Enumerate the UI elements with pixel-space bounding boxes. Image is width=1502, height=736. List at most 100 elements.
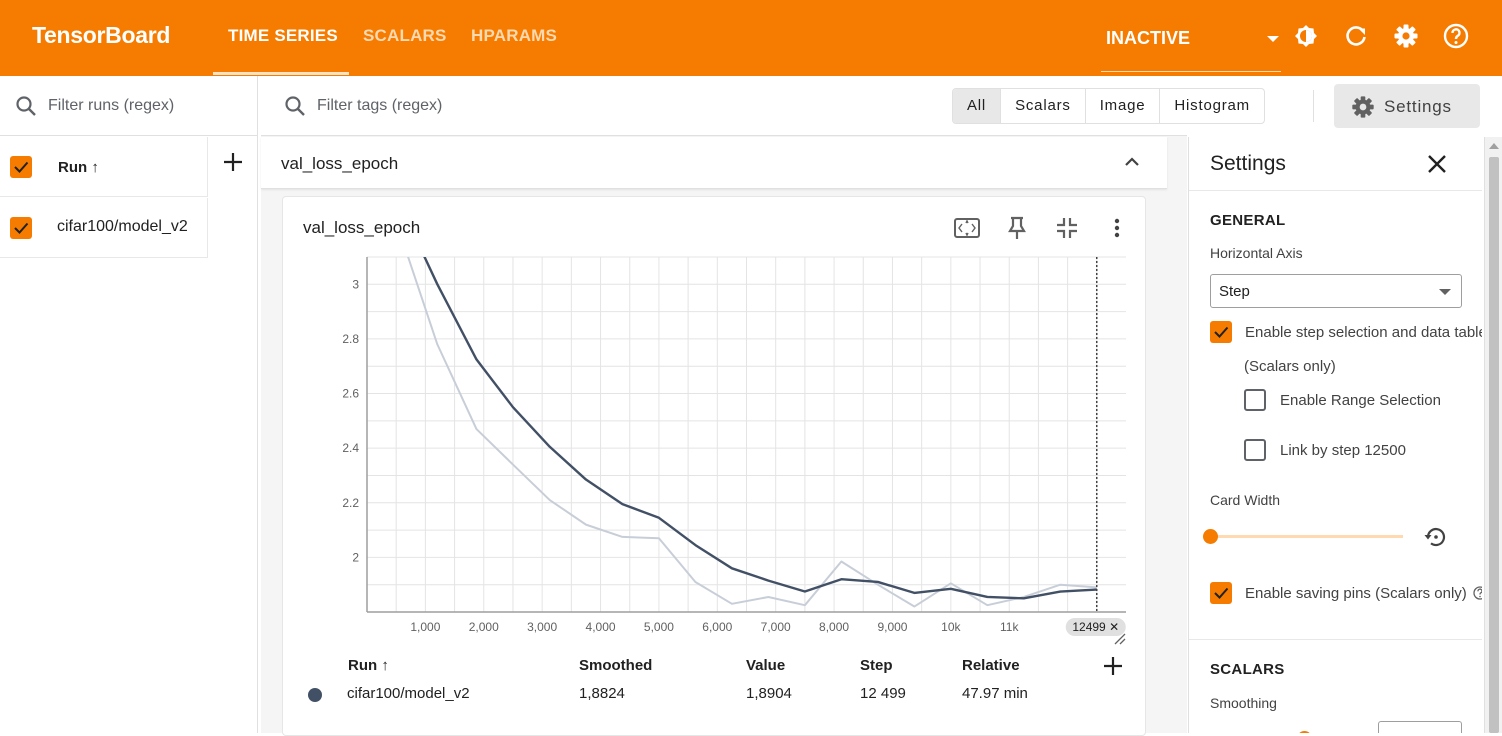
range-selection-checkbox[interactable] — [1244, 389, 1266, 411]
runs-table-header: Run ↑ — [0, 137, 208, 197]
add-column-icon[interactable] — [1101, 654, 1125, 678]
run-name: cifar100/model_v2 — [57, 218, 188, 235]
y-tick-label: 2.2 — [342, 496, 359, 510]
saving-pins-label: Enable saving pins (Scalars only) — [1245, 585, 1467, 602]
table-cell-run: cifar100/model_v2 — [347, 685, 470, 702]
plugin-type-toggle: All Scalars Image Histogram — [952, 88, 1265, 124]
type-image-button[interactable]: Image — [1086, 89, 1161, 123]
help-icon[interactable] — [1473, 586, 1482, 600]
x-tick-label: 5,000 — [644, 620, 674, 634]
tab-time-series[interactable]: TIME SERIES — [228, 26, 338, 45]
search-icon — [283, 94, 307, 118]
y-tick-label: 2.8 — [342, 332, 359, 346]
close-icon[interactable] — [1425, 152, 1449, 176]
tab-scalars[interactable]: SCALARS — [363, 26, 447, 45]
type-histogram-button[interactable]: Histogram — [1174, 97, 1250, 114]
smoothing-label: Smoothing — [1210, 695, 1277, 711]
add-column-icon[interactable] — [221, 150, 245, 174]
horizontal-axis-select[interactable]: Step — [1210, 274, 1462, 308]
settings-drawer: Settings GENERAL Horizontal Axis Step En… — [1188, 137, 1482, 733]
main-content: Filter tags (regex) All Scalars Image Hi… — [261, 76, 1314, 736]
fit-domain-icon[interactable] — [953, 214, 981, 242]
help-icon[interactable] — [1442, 22, 1470, 50]
divider — [1189, 639, 1482, 640]
smoothing-input[interactable] — [1378, 721, 1462, 733]
chart-svg[interactable]: 1,000 2,000 3,000 4,000 5,000 6,000 7,000 8,000… — [283, 252, 1147, 652]
scrollbar-thumb[interactable] — [1489, 157, 1499, 733]
table-header-relative[interactable]: Relative — [962, 657, 1020, 674]
gear-icon[interactable] — [1392, 22, 1420, 50]
data-table: Run ↑ Smoothed Value Step Relative cifar… — [283, 652, 1147, 732]
plugin-status-select[interactable]: INACTIVE — [1101, 14, 1281, 72]
search-icon — [14, 94, 38, 118]
x-tick-label: 11k — [1000, 620, 1019, 634]
chevron-up-icon[interactable] — [1121, 151, 1143, 173]
x-tick-label: 2,000 — [469, 620, 499, 634]
card-width-slider-thumb[interactable] — [1203, 529, 1218, 544]
reload-icon[interactable] — [1342, 22, 1370, 50]
scroll-up-arrow[interactable] — [1489, 143, 1499, 149]
pin-icon[interactable] — [1003, 214, 1031, 242]
series-color-dot — [308, 688, 322, 702]
settings-button[interactable]: Settings — [1334, 84, 1480, 128]
step-selection-label: Enable step selection and data table — [1245, 324, 1482, 341]
step-selection-checkbox[interactable] — [1210, 321, 1232, 343]
x-tick-label: 1,000 — [410, 620, 440, 634]
run-filter-input[interactable]: Filter runs (regex) — [48, 97, 175, 114]
reset-icon[interactable] — [1423, 524, 1449, 550]
raw-series-line — [407, 257, 1097, 608]
line-chart[interactable]: 1,000 2,000 3,000 4,000 5,000 6,000 7,000 8,000… — [283, 252, 1147, 652]
active-tab-indicator — [213, 72, 349, 75]
y-tick-label: 2 — [352, 550, 359, 564]
card-width-label: Card Width — [1210, 492, 1281, 508]
settings-button-label: Settings — [1384, 97, 1452, 116]
run-checkbox[interactable] — [10, 217, 32, 239]
card-width-slider-track[interactable] — [1210, 535, 1403, 538]
theme-toggle-icon[interactable] — [1292, 22, 1320, 50]
x-tick-label: 6,000 — [702, 620, 732, 634]
link-by-step-checkbox[interactable] — [1244, 439, 1266, 461]
table-cell-relative: 47.97 min — [962, 685, 1028, 702]
saving-pins-checkbox[interactable] — [1210, 582, 1232, 604]
run-row[interactable]: cifar100/model_v2 — [0, 198, 208, 258]
x-tick-label: 9,000 — [877, 620, 907, 634]
page-scrollbar[interactable] — [1484, 137, 1502, 733]
table-header-run[interactable]: Run ↑ — [348, 657, 389, 674]
y-tick-label: 3 — [352, 277, 359, 291]
scalars-only-note: (Scalars only) — [1244, 358, 1336, 375]
scalar-card: val_loss_epoch 1,000 2,000 3,000 4,000 5,000… — [282, 196, 1146, 736]
table-cell-smoothed: 1,8824 — [579, 685, 625, 702]
x-tick-label: 7,000 — [761, 620, 791, 634]
resize-handle-icon[interactable] — [1114, 633, 1126, 645]
smoothed-series-line — [423, 257, 1097, 600]
tag-group-header[interactable]: val_loss_epoch — [261, 137, 1167, 189]
x-tick-label: 3,000 — [527, 620, 557, 634]
main-toolbar: Filter tags (regex) All Scalars Image Hi… — [261, 76, 1314, 136]
table-header-smoothed[interactable]: Smoothed — [579, 657, 653, 674]
card-title: val_loss_epoch — [303, 218, 421, 237]
tag-filter-input[interactable]: Filter tags (regex) — [317, 97, 443, 114]
x-tick-label: 10k — [941, 620, 961, 634]
select-all-runs-checkbox[interactable] — [10, 156, 32, 178]
runs-panel: Filter runs (regex) Run ↑ cifar100/model… — [0, 76, 258, 733]
table-header-step[interactable]: Step — [860, 657, 893, 674]
divider — [1189, 190, 1482, 191]
smoothing-slider-thumb[interactable] — [1297, 731, 1312, 733]
chevron-down-icon — [1439, 289, 1451, 295]
y-tick-label: 2.4 — [342, 441, 359, 455]
table-cell-value: 1,8904 — [746, 685, 792, 702]
step-chip[interactable] — [1065, 618, 1126, 636]
runs-column-header[interactable]: Run ↑ — [58, 159, 99, 176]
collapse-card-icon[interactable] — [1053, 214, 1081, 242]
more-vert-icon[interactable] — [1103, 214, 1131, 242]
type-all-button[interactable]: All — [953, 89, 1002, 123]
run-filter[interactable]: Filter runs (regex) — [0, 76, 258, 136]
toolbar-divider — [1313, 90, 1314, 122]
type-scalars-button[interactable]: Scalars — [1001, 89, 1086, 123]
horizontal-axis-value: Step — [1219, 283, 1250, 300]
tab-hparams[interactable]: HPARAMS — [471, 26, 558, 45]
x-tick-label: 4,000 — [586, 620, 616, 634]
general-section-label: GENERAL — [1210, 212, 1286, 229]
settings-title: Settings — [1210, 152, 1286, 175]
table-header-value[interactable]: Value — [746, 657, 786, 674]
